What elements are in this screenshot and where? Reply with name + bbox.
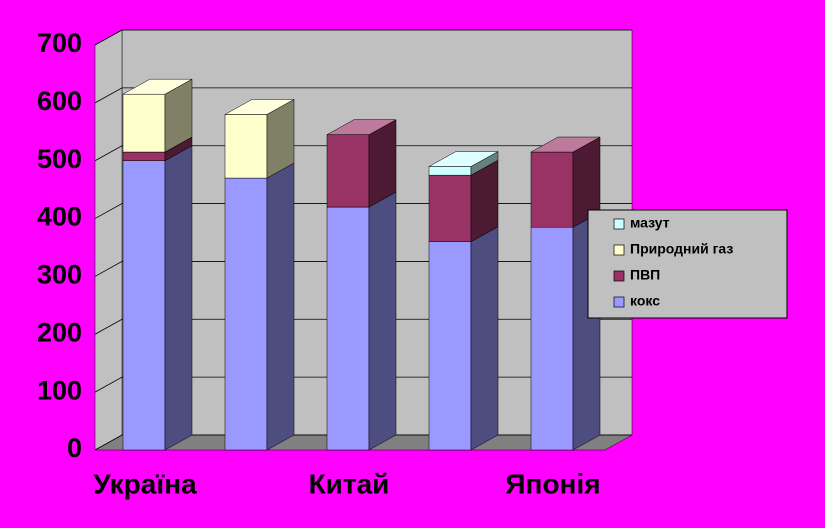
side-wall [94,29,123,451]
bar-top [122,78,193,95]
legend-swatch [613,270,625,282]
bar-top [428,151,499,167]
bar-side [470,226,499,451]
grid-line [94,145,632,162]
bar-side [368,191,397,451]
bar-front [224,177,268,451]
y-tick-label: 300 [37,260,82,290]
grid-line [94,29,632,46]
grid-line [94,87,632,104]
legend-swatch [613,296,625,308]
legend-swatch [613,218,625,230]
legend-label: ПВП [630,267,660,283]
legend-label: мазут [630,215,670,231]
legend-swatch [613,244,625,256]
x-tick-label: Україна [93,468,197,499]
bar-front [428,166,472,176]
bar-front [122,93,166,153]
y-tick-label: 200 [37,317,82,347]
bar-front [530,227,574,451]
bar-front [224,114,268,179]
y-tick-label: 100 [37,375,82,405]
labels: 0 100 200 300 400 500 600 700 Україна Китай Японія [37,28,601,499]
y-tick-label: 400 [37,202,82,232]
y-tick-label: 500 [37,144,82,174]
x-tick-label: Японія [505,468,600,499]
y-tick-label: 0 [67,433,82,463]
bar-front [326,134,370,208]
bar-top [326,119,397,135]
bar-front [428,174,472,242]
legend-label: кокс [630,293,660,309]
legend: кокс ПВП Природний газ мазут [587,209,788,319]
legend-label: Природний газ [630,241,733,257]
bar-top [224,99,295,115]
y-tick-label: 700 [37,28,82,58]
bar-top [530,136,601,153]
bar-front [122,160,166,451]
bar-front [122,151,166,161]
bar-front [326,206,370,451]
bar-front [428,241,472,451]
y-tick-label: 600 [37,86,82,116]
bar-side [266,162,295,451]
bar-side [368,119,397,208]
bar-side [164,145,193,451]
bar-front [530,151,574,228]
bars [122,78,601,451]
x-tick-label: Китай [309,468,390,499]
